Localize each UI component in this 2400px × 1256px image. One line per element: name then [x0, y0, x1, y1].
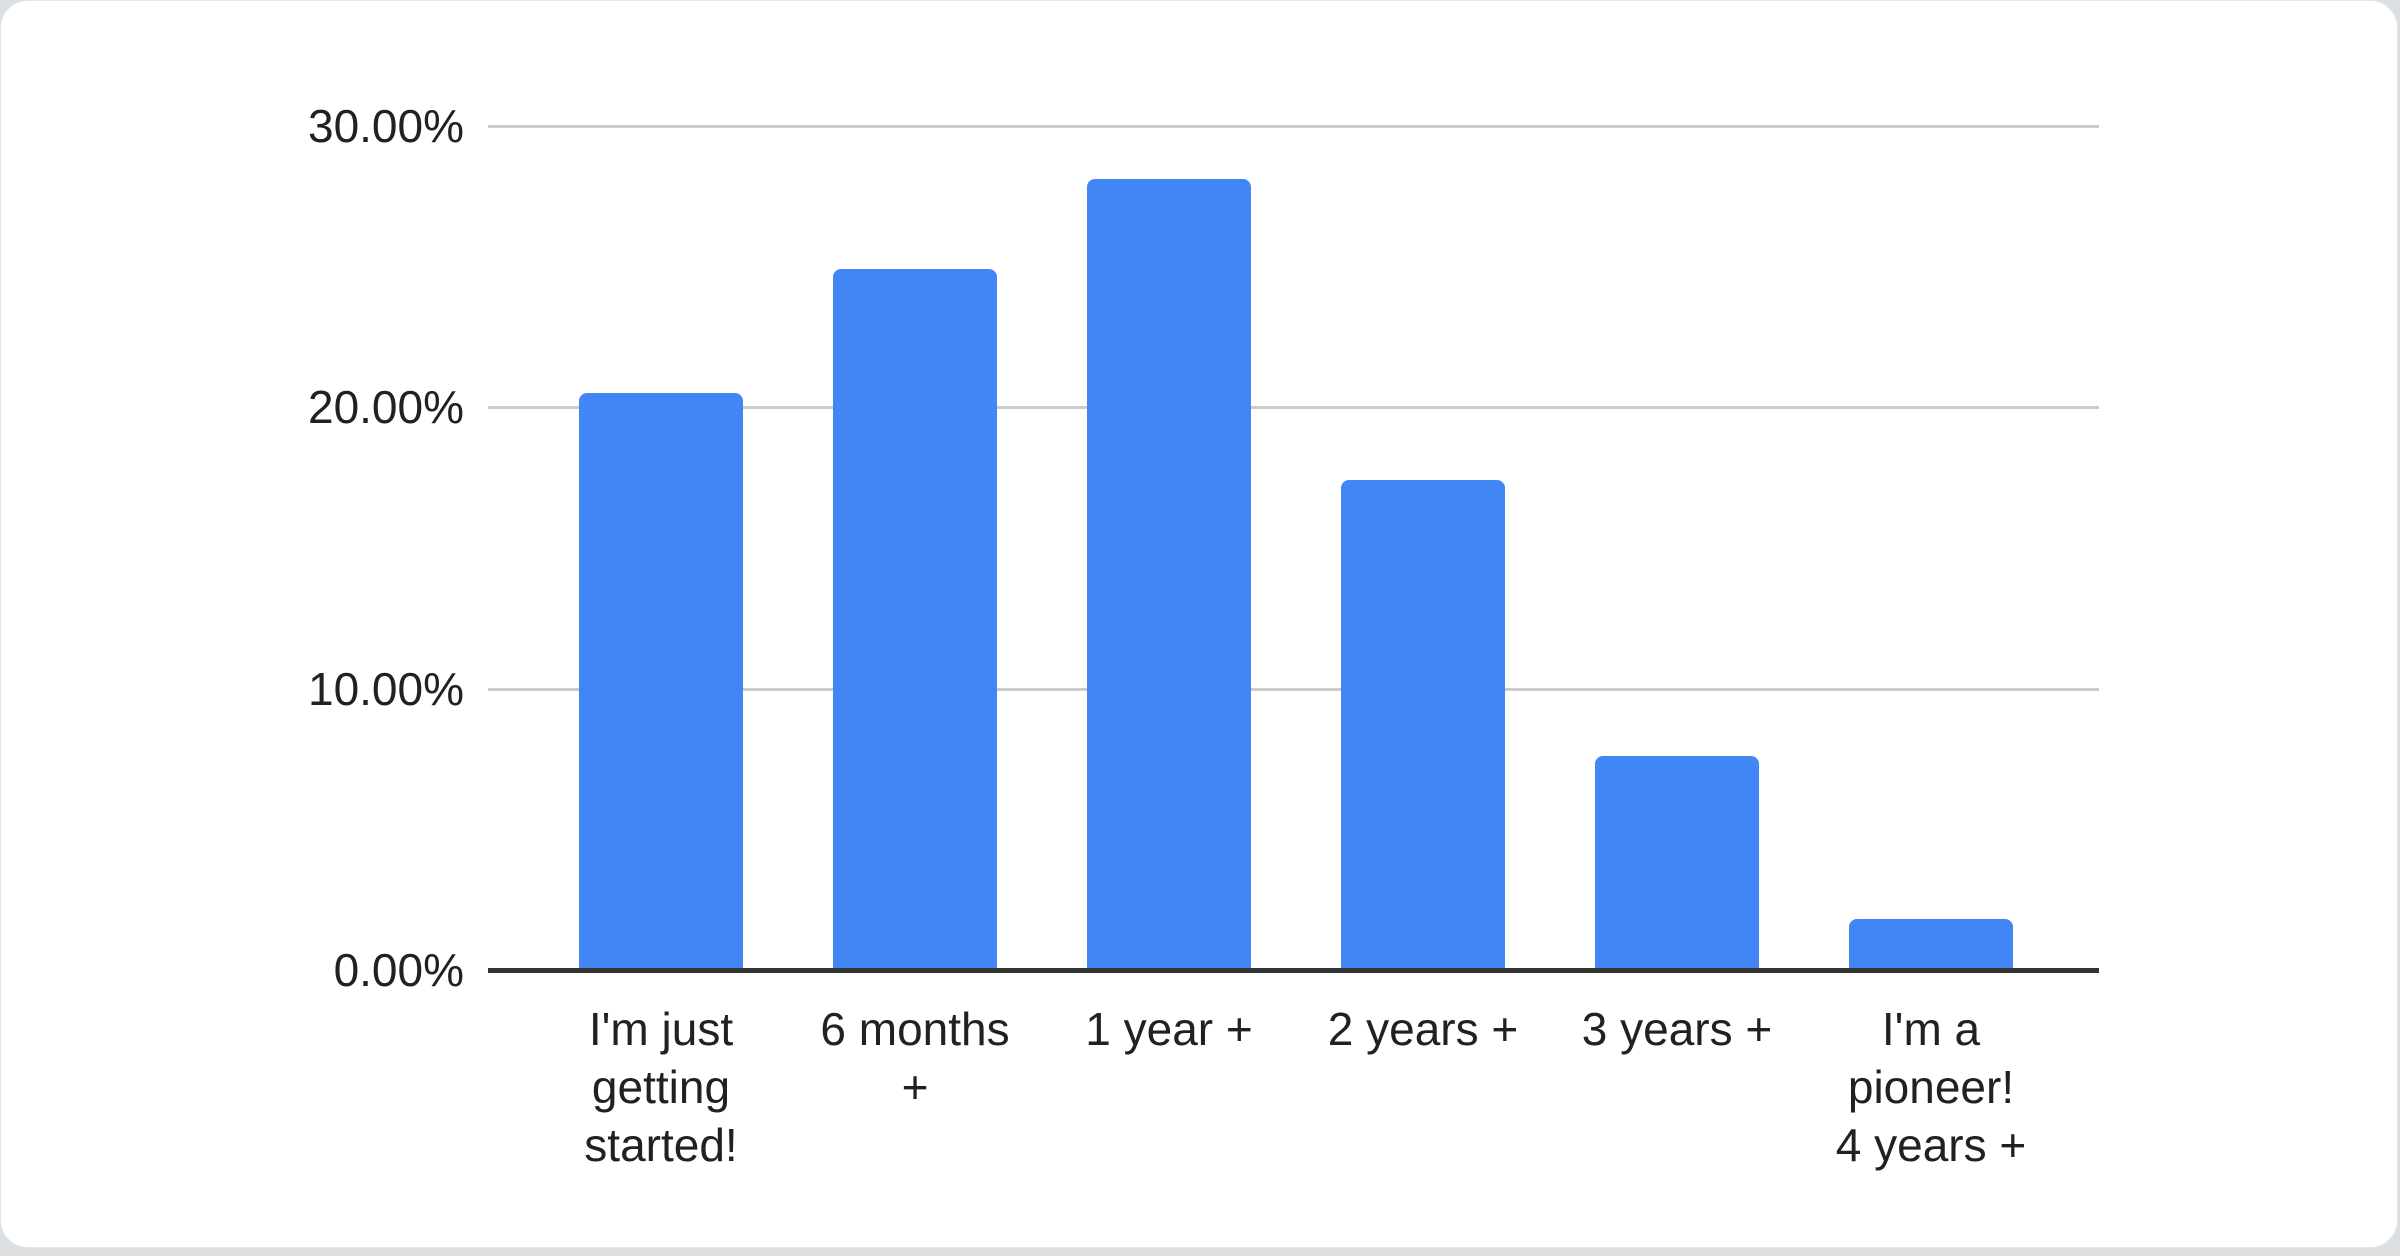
y-tick-label: 30.00% — [307, 100, 464, 152]
x-tick-label: 6 months + — [820, 1003, 1010, 1113]
gridline-10pct — [488, 687, 2099, 691]
gridline-30pct — [488, 125, 2099, 128]
bar-2-1-year — [1087, 179, 1251, 970]
x-tick-label: I'm just getting started! — [584, 1003, 738, 1171]
bar-1-6-months — [833, 269, 997, 970]
bar-5-i-m-a-pioneer-4-years — [1849, 919, 2013, 970]
x-tick-label: 3 years + — [1581, 1003, 1773, 1055]
x-tick-label: I'm a pioneer! 4 years + — [1835, 1003, 2027, 1171]
bar-4-3-years — [1595, 756, 1759, 970]
bar-0-i-m-just-getting-started — [579, 393, 743, 970]
gridline-20pct — [488, 406, 2099, 410]
y-tick-label: 10.00% — [307, 662, 464, 715]
y-tick-label: 20.00% — [307, 381, 464, 434]
bar-3-2-years — [1341, 480, 1505, 970]
plot-area — [488, 125, 2099, 970]
x-axis-line — [488, 968, 2099, 973]
x-tick-label: 2 years + — [1327, 1003, 1519, 1055]
y-tick-label: 0.00% — [333, 944, 464, 996]
x-tick-label: 1 year + — [1085, 1003, 1253, 1055]
